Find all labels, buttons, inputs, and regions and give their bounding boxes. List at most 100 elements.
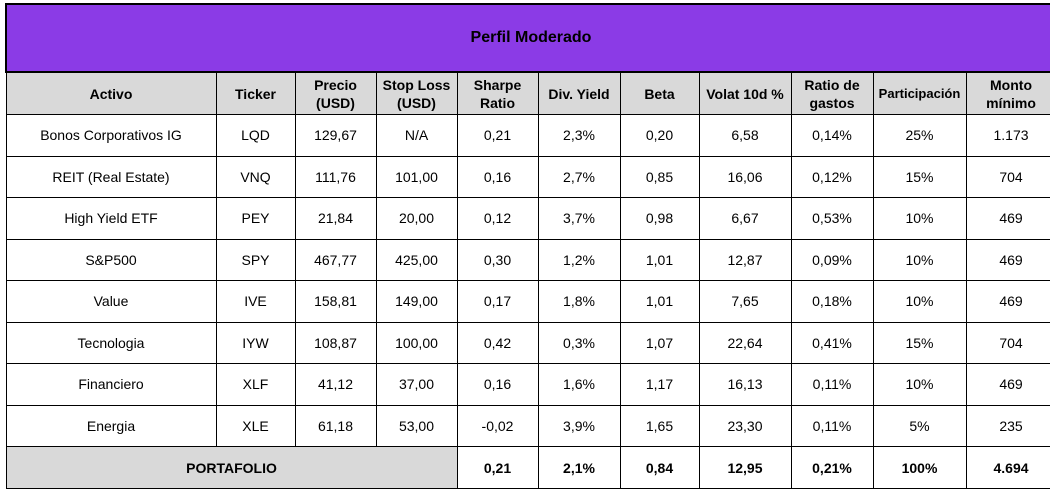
- table-cell: 10%: [872, 238, 967, 281]
- table-cell: N/A: [375, 114, 458, 157]
- table-cell: 469: [965, 238, 1050, 281]
- table-cell: 0,09%: [790, 238, 874, 281]
- table-cell: 6,58: [698, 114, 792, 157]
- table-cell: 0,12%: [790, 155, 874, 198]
- table-cell: 61,18: [294, 404, 377, 447]
- table-cell: 10%: [872, 363, 967, 406]
- table-cell: 0,16: [456, 155, 539, 198]
- table-row: Tecnologia IYW 108,87 100,00 0,42 0,3% 1,07 22,…: [5, 321, 1050, 364]
- table-cell: Value: [5, 280, 217, 323]
- table-cell: PEY: [215, 197, 296, 240]
- total-cell: 4.694: [965, 446, 1050, 489]
- table-cell: Tecnologia: [5, 321, 217, 364]
- table-cell: 1,07: [619, 321, 700, 364]
- table-cell: 108,87: [294, 321, 377, 364]
- table-cell: 6,67: [698, 197, 792, 240]
- table-row: High Yield ETF PEY 21,84 20,00 0,12 3,7% 0,98 6…: [5, 197, 1050, 240]
- table-cell: 1.173: [965, 114, 1050, 157]
- table-cell: 21,84: [294, 197, 377, 240]
- column-header: Div. Yield: [537, 71, 621, 115]
- table-cell: 0,41%: [790, 321, 874, 364]
- table-cell: 0,85: [619, 155, 700, 198]
- total-row: PORTAFOLIO 0,21 2,1% 0,84 12,95 0,21% 100% 4.6…: [5, 446, 1050, 489]
- table-cell: 41,12: [294, 363, 377, 406]
- table-cell: LQD: [215, 114, 296, 157]
- table-cell: SPY: [215, 238, 296, 281]
- table-cell: 425,00: [375, 238, 458, 281]
- table-cell: 20,00: [375, 197, 458, 240]
- table-cell: 101,00: [375, 155, 458, 198]
- table-cell: 1,01: [619, 280, 700, 323]
- table-row: Value IVE 158,81 149,00 0,17 1,8% 1,01 7,65 0,18…: [5, 280, 1050, 323]
- table-cell: 2,7%: [537, 155, 621, 198]
- total-cell: 0,21%: [790, 446, 874, 489]
- table-cell: 0,21: [456, 114, 539, 157]
- table-cell: 1,2%: [537, 238, 621, 281]
- header-row: Activo Ticker Precio (USD) Stop Loss (USD) S…: [5, 71, 1050, 115]
- column-header: Monto mínimo: [965, 71, 1050, 115]
- table-title: Perfil Moderado: [4, 3, 1050, 73]
- table-cell: Bonos Corporativos IG: [5, 114, 217, 157]
- total-cell: 0,21: [456, 446, 539, 489]
- table-cell: 0,30: [456, 238, 539, 281]
- table-cell: 7,65: [698, 280, 792, 323]
- table-cell: 16,06: [698, 155, 792, 198]
- table-cell: 0,20: [619, 114, 700, 157]
- table-cell: Financiero: [5, 363, 217, 406]
- table-cell: 22,64: [698, 321, 792, 364]
- portfolio-table: Perfil Moderado Activo Ticker Precio (USD)…: [4, 3, 1050, 489]
- column-header: Participación: [872, 71, 967, 115]
- table-cell: Energia: [5, 404, 217, 447]
- table-cell: 469: [965, 280, 1050, 323]
- table-cell: 0,42: [456, 321, 539, 364]
- table-cell: XLE: [215, 404, 296, 447]
- table-cell: 25%: [872, 114, 967, 157]
- table-cell: 0,17: [456, 280, 539, 323]
- table-cell: 469: [965, 197, 1050, 240]
- table-cell: 0,3%: [537, 321, 621, 364]
- table-cell: 0,18%: [790, 280, 874, 323]
- column-header: Ticker: [215, 71, 296, 115]
- total-label: PORTAFOLIO: [5, 446, 458, 489]
- total-cell: 12,95: [698, 446, 792, 489]
- table-cell: 16,13: [698, 363, 792, 406]
- table-cell: 3,9%: [537, 404, 621, 447]
- table-cell: 111,76: [294, 155, 377, 198]
- table-cell: 0,16: [456, 363, 539, 406]
- table-row: Energia XLE 61,18 53,00 -0,02 3,9% 1,65 23,30 0,…: [5, 404, 1050, 447]
- table-row: S&P500 SPY 467,77 425,00 0,30 1,2% 1,01 12,87 0,…: [5, 238, 1050, 281]
- table-cell: 15%: [872, 321, 967, 364]
- table-cell: 1,6%: [537, 363, 621, 406]
- table-cell: 1,65: [619, 404, 700, 447]
- table-cell: 0,11%: [790, 404, 874, 447]
- table-row: Bonos Corporativos IG LQD 129,67 N/A 0,21 2,3…: [5, 114, 1050, 157]
- portfolio-table-container: Perfil Moderado Activo Ticker Precio (USD)…: [4, 3, 1050, 489]
- table-cell: 704: [965, 155, 1050, 198]
- table-cell: 3,7%: [537, 197, 621, 240]
- column-header: Sharpe Ratio: [456, 71, 539, 115]
- table-cell: REIT (Real Estate): [5, 155, 217, 198]
- table-cell: High Yield ETF: [5, 197, 217, 240]
- table-cell: IVE: [215, 280, 296, 323]
- table-cell: 0,12: [456, 197, 539, 240]
- table-cell: 0,11%: [790, 363, 874, 406]
- column-header: Volat 10d %: [698, 71, 792, 115]
- table-cell: 469: [965, 363, 1050, 406]
- table-cell: S&P500: [5, 238, 217, 281]
- table-cell: 23,30: [698, 404, 792, 447]
- column-header: Precio (USD): [294, 71, 377, 115]
- table-cell: 0,14%: [790, 114, 874, 157]
- table-cell: VNQ: [215, 155, 296, 198]
- table-cell: 15%: [872, 155, 967, 198]
- table-cell: 100,00: [375, 321, 458, 364]
- table-cell: 158,81: [294, 280, 377, 323]
- table-cell: 704: [965, 321, 1050, 364]
- table-cell: 2,3%: [537, 114, 621, 157]
- table-cell: 12,87: [698, 238, 792, 281]
- column-header: Activo: [5, 71, 217, 115]
- table-cell: 37,00: [375, 363, 458, 406]
- table-cell: 1,17: [619, 363, 700, 406]
- table-cell: 5%: [872, 404, 967, 447]
- table-cell: 1,8%: [537, 280, 621, 323]
- table-cell: 1,01: [619, 238, 700, 281]
